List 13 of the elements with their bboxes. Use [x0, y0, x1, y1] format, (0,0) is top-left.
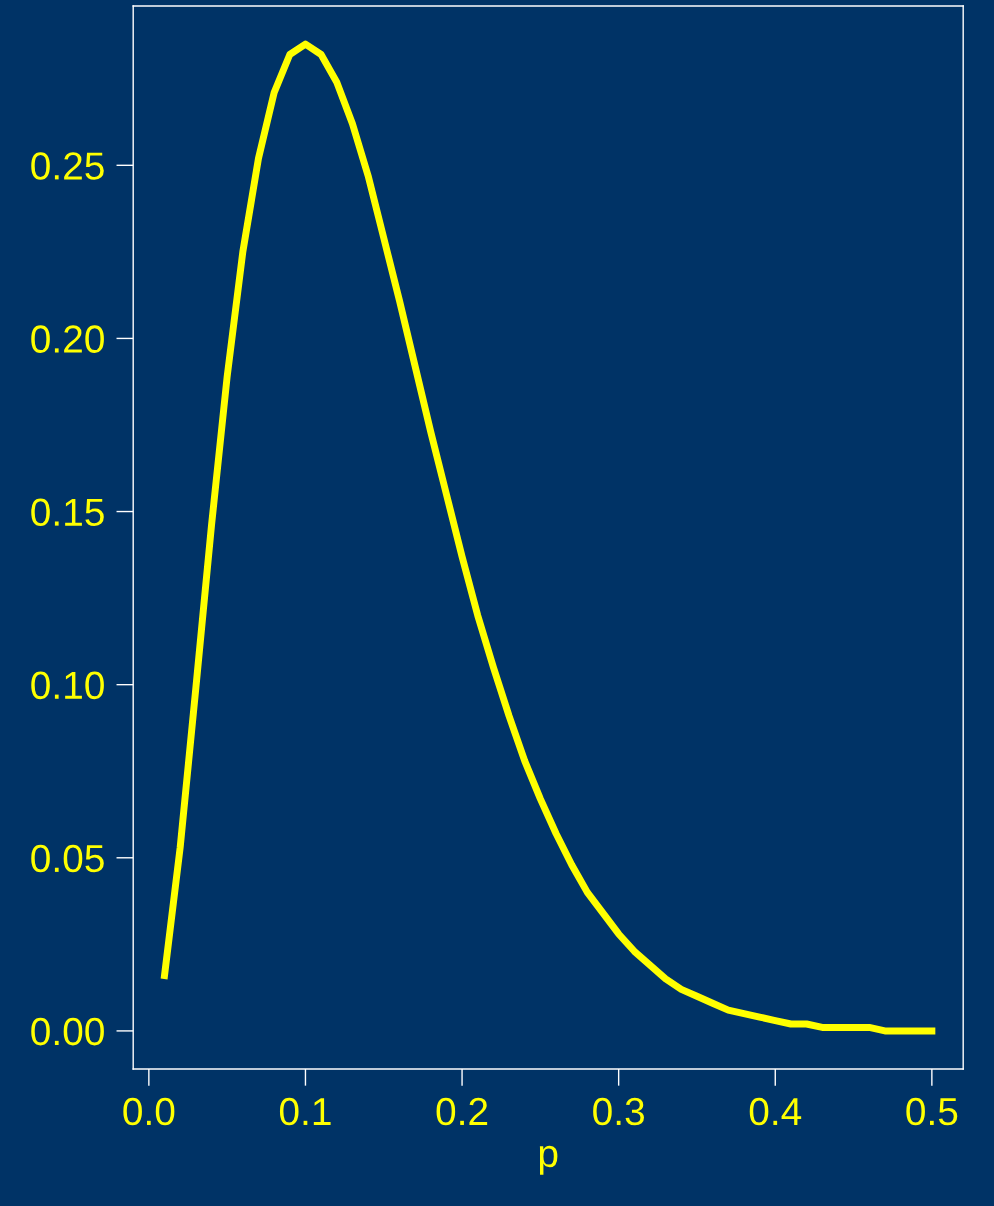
x-tick-label: 0.1 [279, 1097, 331, 1126]
x-tick-label: 0.3 [593, 1097, 644, 1126]
y-tick-label: 0.10 [31, 671, 104, 700]
y-tick-label: 0.20 [31, 325, 104, 353]
y-tick-label: 0.25 [31, 152, 104, 180]
x-axis-title: p [539, 1145, 558, 1175]
x-tick-label: 0.4 [749, 1097, 802, 1126]
x-tick-label: 0.2 [436, 1097, 488, 1126]
x-tick-label: 0.0 [123, 1097, 175, 1126]
x-tick-label: 0.5 [906, 1097, 958, 1126]
y-tick-label: 0.00 [31, 1017, 104, 1046]
y-tick-label: 0.15 [31, 498, 104, 527]
y-tick-label: 0.05 [31, 844, 104, 873]
